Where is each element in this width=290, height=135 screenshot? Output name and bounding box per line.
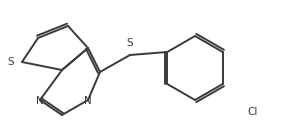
Text: N: N	[36, 96, 44, 106]
Text: S: S	[7, 57, 14, 67]
Text: Cl: Cl	[247, 107, 258, 117]
Text: N: N	[84, 96, 92, 106]
Text: S: S	[127, 38, 133, 48]
